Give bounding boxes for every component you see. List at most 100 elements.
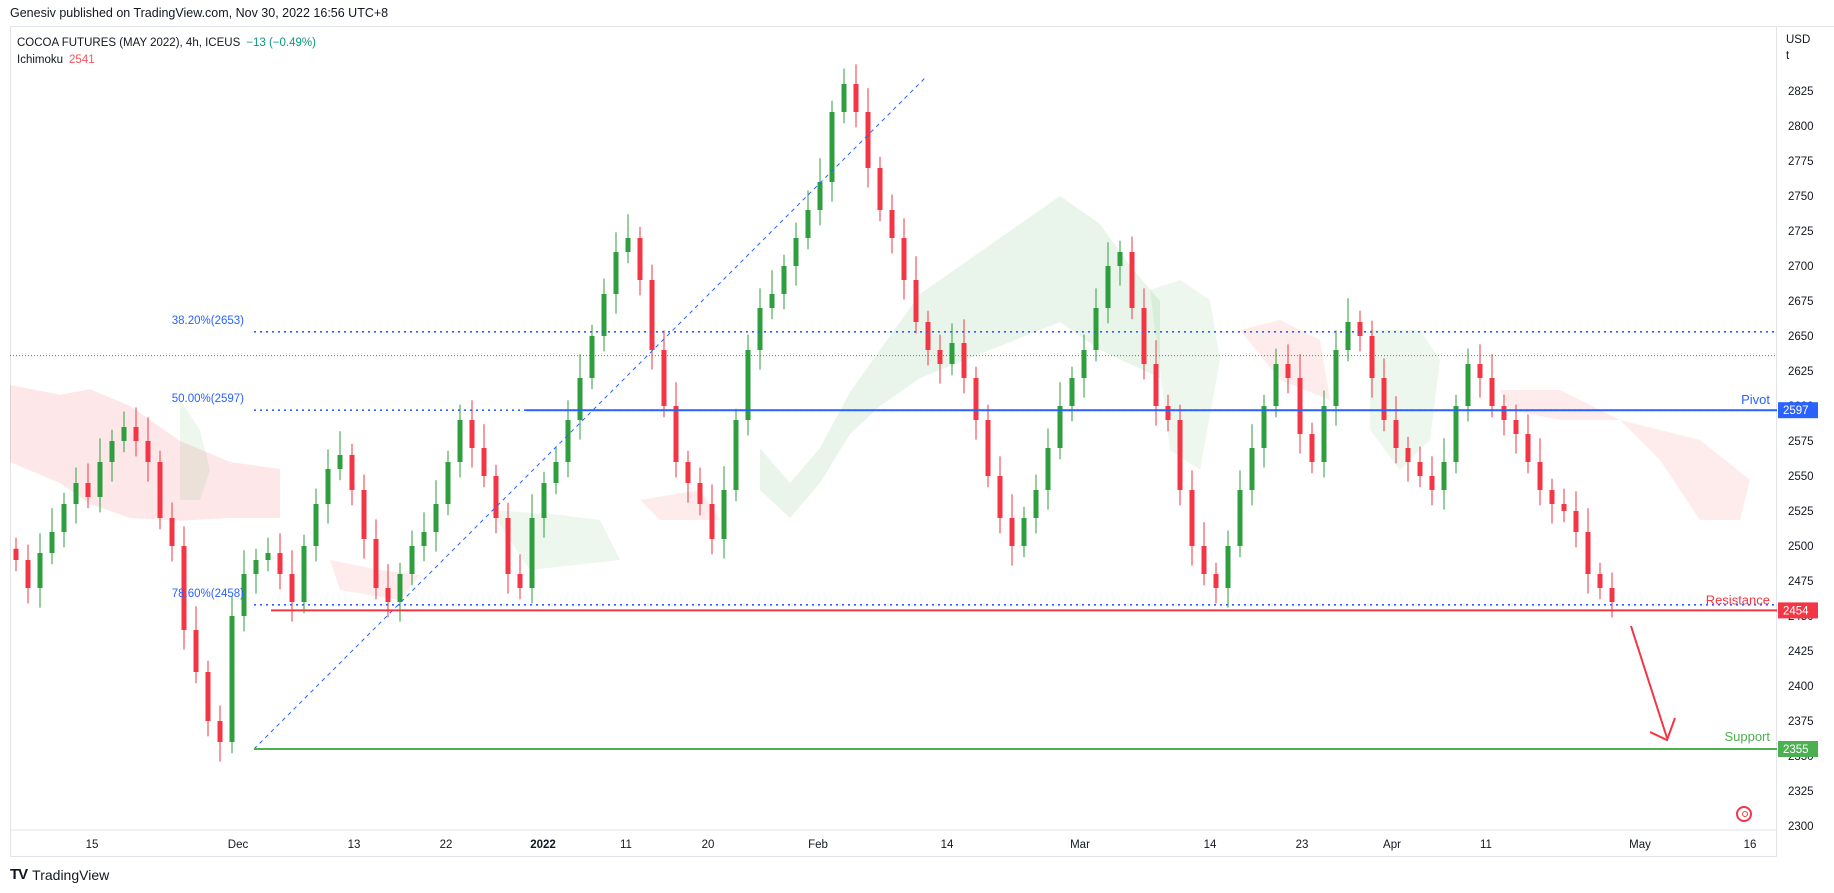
candle-up [769, 294, 775, 308]
candle-down [1573, 511, 1579, 532]
ichimoku-cloud-patch [1500, 390, 1750, 520]
price-tick: 2675 [1788, 296, 1814, 308]
price-axis[interactable] [1778, 26, 1834, 858]
symbol-title[interactable]: COCOA FUTURES (MAY 2022), 4h, ICEUS [17, 37, 241, 49]
fib-level-label: 50.00%(2597) [172, 393, 244, 405]
candle-up [1465, 364, 1471, 406]
candle-up [1105, 266, 1111, 308]
candle-down [1549, 490, 1555, 504]
candle-down [169, 518, 175, 546]
resistance-price-tag: 2454 [1783, 605, 1809, 617]
candle-down [469, 420, 475, 448]
candle-down [493, 476, 499, 518]
time-tick: Mar [1070, 839, 1090, 851]
candle-up [565, 420, 571, 462]
candle-down [373, 539, 379, 588]
plot-area[interactable] [10, 26, 1777, 857]
candle-up [49, 532, 55, 553]
candle-down [877, 168, 883, 210]
price-tick: 2575 [1788, 436, 1814, 448]
candle-down [1393, 420, 1399, 448]
price-tick: 2700 [1788, 261, 1814, 273]
arrow-head-icon [1649, 717, 1676, 742]
currency-label[interactable]: USD t [1786, 32, 1810, 64]
time-tick: 2022 [530, 839, 556, 851]
candle-up [625, 238, 631, 252]
price-tick: 2375 [1788, 716, 1814, 728]
candle-down [1381, 378, 1387, 420]
candle-up [745, 350, 751, 420]
chart-legend: COCOA FUTURES (MAY 2022), 4h, ICEUS −13 (… [17, 35, 316, 69]
candle-down [1525, 434, 1531, 462]
candle-up [613, 252, 619, 294]
candle-down [1585, 532, 1591, 574]
candle-up [1321, 406, 1327, 462]
candle-up [949, 343, 955, 364]
indicator-name[interactable]: Ichimoku [17, 54, 64, 66]
candle-down [1309, 434, 1315, 462]
candle-down [217, 721, 223, 742]
candle-up [457, 420, 463, 462]
price-tick: 2650 [1788, 331, 1814, 343]
price-tick: 2325 [1788, 786, 1814, 798]
candle-up [1225, 546, 1231, 588]
candle-down [649, 280, 655, 350]
pivot-price-tag: 2597 [1783, 405, 1809, 417]
candle-down [1405, 448, 1411, 462]
timezone-clock-icon[interactable] [1736, 806, 1752, 822]
candle-down [889, 210, 895, 238]
time-tick: Apr [1383, 839, 1401, 851]
time-tick: 13 [348, 839, 361, 851]
candle-down [925, 322, 931, 350]
brand-name: TradingView [32, 866, 110, 883]
publish-caption: Genesiv published on TradingView.com, No… [10, 6, 389, 20]
candle-down [709, 504, 715, 539]
time-tick: 15 [86, 839, 99, 851]
candle-up [265, 553, 271, 560]
candle-down [973, 378, 979, 420]
candle-up [817, 182, 823, 210]
time-tick: 11 [620, 839, 632, 851]
time-tick: May [1629, 839, 1651, 851]
candle-down [1201, 546, 1207, 574]
candle-up [1237, 490, 1243, 546]
candle-down [1561, 504, 1567, 511]
candle-up [541, 483, 547, 518]
candle-down [697, 483, 703, 504]
candle-up [1069, 378, 1075, 406]
price-tick: 2425 [1788, 646, 1814, 658]
candle-down [1369, 336, 1375, 378]
time-tick: Dec [228, 839, 249, 851]
candle-up [1333, 350, 1339, 406]
currency-unit: USD [1786, 34, 1811, 46]
candle-down [385, 588, 391, 602]
candle-up [553, 462, 559, 483]
candle-up [229, 616, 235, 742]
candle-up [241, 574, 247, 616]
candle-up [301, 546, 307, 602]
ichimoku-cloud-bull [760, 196, 1160, 518]
price-change: −13 (−0.49%) [246, 37, 316, 49]
currency-unit-sub: t [1786, 50, 1790, 62]
price-tick: 2475 [1788, 576, 1814, 588]
candle-down [349, 455, 355, 490]
candle-up [1273, 364, 1279, 406]
candle-up [757, 308, 763, 350]
candle-down [181, 546, 187, 630]
candle-up [1345, 322, 1351, 350]
candle-down [961, 343, 967, 378]
candle-up [805, 210, 811, 238]
price-tick: 2825 [1788, 86, 1814, 98]
ichimoku-cloud-patch [1150, 280, 1220, 470]
candle-down [1177, 420, 1183, 490]
candle-up [1045, 448, 1051, 490]
pivot-price-tag-box [1778, 402, 1818, 419]
tradingview-logo-icon: TV [10, 866, 28, 883]
candle-up [325, 469, 331, 504]
candle-up [793, 238, 799, 266]
price-tick: 2500 [1788, 541, 1814, 553]
candle-up [337, 455, 343, 469]
candle-up [1441, 462, 1447, 490]
candle-down [1513, 420, 1519, 434]
candle-up [529, 518, 535, 588]
